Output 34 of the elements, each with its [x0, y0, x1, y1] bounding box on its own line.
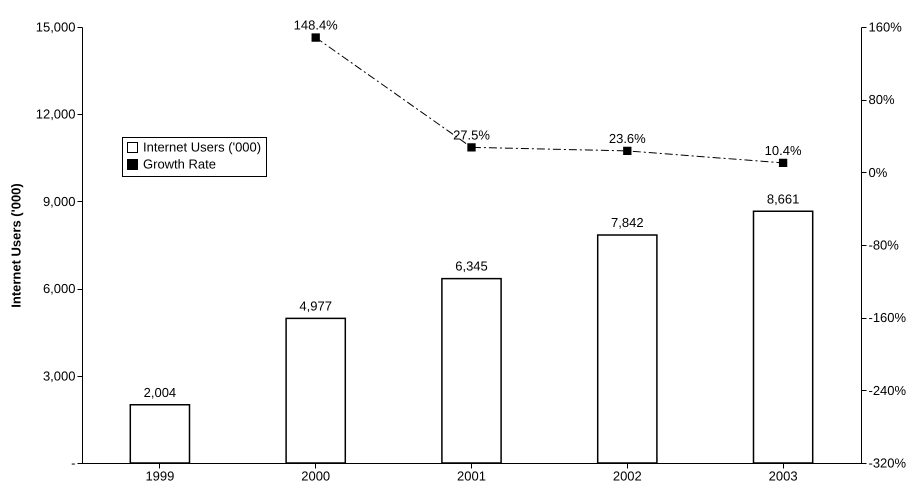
data-label: 2,004 [144, 384, 176, 400]
legend-label: Growth Rate [143, 156, 216, 172]
y-tick-label: 3,000 [42, 368, 76, 384]
point [467, 143, 476, 152]
data-label: 148.4% [294, 18, 338, 33]
y2-tick-label: -80% [868, 238, 900, 252]
data-label: 27.5% [453, 127, 490, 142]
data-label: 8,661 [766, 191, 800, 206]
y-tick-label: 6,000 [42, 281, 76, 296]
point [623, 146, 632, 156]
y2-tick-label: -240% [868, 382, 907, 398]
x-tick-label: 1999 [145, 468, 174, 484]
data-label: 4,977 [299, 298, 332, 314]
point [312, 33, 320, 42]
y2-tick-label: 0% [868, 164, 888, 180]
data-label: 10.4% [764, 142, 802, 158]
y2-tick-label: 160% [868, 20, 902, 34]
x-tick-label: 2000 [301, 468, 330, 484]
y2-tick-label: 80% [868, 92, 895, 108]
data-label: 23.6% [608, 130, 646, 146]
y-tick-label: 15,000 [36, 20, 76, 34]
point [778, 158, 788, 168]
legend-label: Internet Users ('000) [143, 140, 262, 154]
y2-tick-label: -160% [868, 310, 907, 326]
y-tick-label: 12,000 [36, 106, 76, 122]
x-tick-label: 2002 [612, 468, 642, 484]
y-tick-label: 9,000 [42, 194, 76, 209]
y-tick-label: - [71, 456, 76, 470]
y2-tick-label: -320% [868, 456, 907, 470]
y-axis-title: Internet Users ('000) [8, 183, 24, 308]
x-tick-label: 2003 [768, 468, 798, 484]
x-tick-label: 2001 [457, 468, 486, 484]
data-label: 7,842 [611, 215, 644, 230]
data-label: 6,345 [455, 258, 488, 274]
